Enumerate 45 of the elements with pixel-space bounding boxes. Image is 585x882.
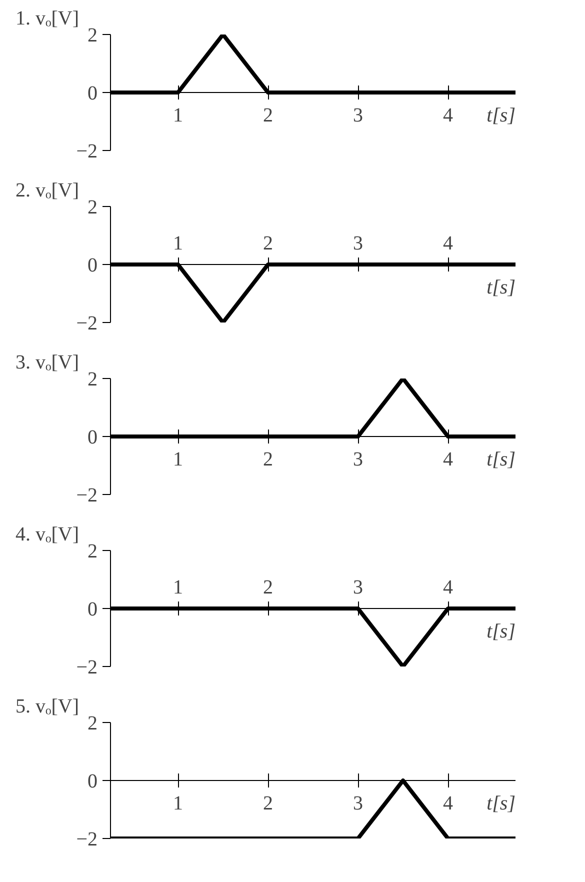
x-tick-label: 2 <box>263 232 273 254</box>
y-tick-label: 0 <box>88 82 98 104</box>
y-tick-label: −2 <box>76 312 98 334</box>
x-axis-title: t[s] <box>486 276 516 298</box>
x-tick-label: 2 <box>263 448 273 470</box>
y-tick-label: −2 <box>76 828 98 850</box>
x-tick-label: 4 <box>443 792 453 814</box>
x-tick-label: 2 <box>263 576 273 598</box>
y-tick-label: −2 <box>76 140 98 162</box>
x-tick-label: 3 <box>353 232 363 254</box>
x-axis-title: t[s] <box>486 448 516 470</box>
chart-title: 1. vₒ[V] <box>16 8 80 30</box>
x-tick-label: 2 <box>263 104 273 126</box>
x-axis-title: t[s] <box>486 792 516 814</box>
y-tick-label: 0 <box>88 598 98 620</box>
y-tick-label: 2 <box>88 368 98 390</box>
x-tick-label: 1 <box>173 576 183 598</box>
x-tick-label: 4 <box>443 576 453 598</box>
y-tick-label: 2 <box>88 540 98 562</box>
x-tick-label: 2 <box>263 792 273 814</box>
x-tick-label: 1 <box>173 792 183 814</box>
x-tick-label: 1 <box>173 232 183 254</box>
x-tick-label: 4 <box>443 448 453 470</box>
y-tick-label: 2 <box>88 24 98 46</box>
x-tick-label: 1 <box>173 448 183 470</box>
x-tick-label: 3 <box>353 792 363 814</box>
y-tick-label: 2 <box>88 196 98 218</box>
x-tick-label: 4 <box>443 104 453 126</box>
y-tick-label: 0 <box>88 426 98 448</box>
chart-title: 2. vₒ[V] <box>16 180 80 202</box>
x-tick-label: 4 <box>443 232 453 254</box>
y-tick-label: 0 <box>88 770 98 792</box>
x-tick-label: 3 <box>353 576 363 598</box>
chart-title: 5. vₒ[V] <box>16 696 80 718</box>
x-tick-label: 1 <box>173 104 183 126</box>
x-axis-title: t[s] <box>486 620 516 642</box>
y-tick-label: −2 <box>76 484 98 506</box>
x-tick-label: 3 <box>353 104 363 126</box>
x-tick-label: 3 <box>353 448 363 470</box>
chart-title: 4. vₒ[V] <box>16 524 80 546</box>
y-tick-label: 0 <box>88 254 98 276</box>
chart-title: 3. vₒ[V] <box>16 352 80 374</box>
x-axis-title: t[s] <box>486 104 516 126</box>
y-tick-label: −2 <box>76 656 98 678</box>
y-tick-label: 2 <box>88 712 98 734</box>
